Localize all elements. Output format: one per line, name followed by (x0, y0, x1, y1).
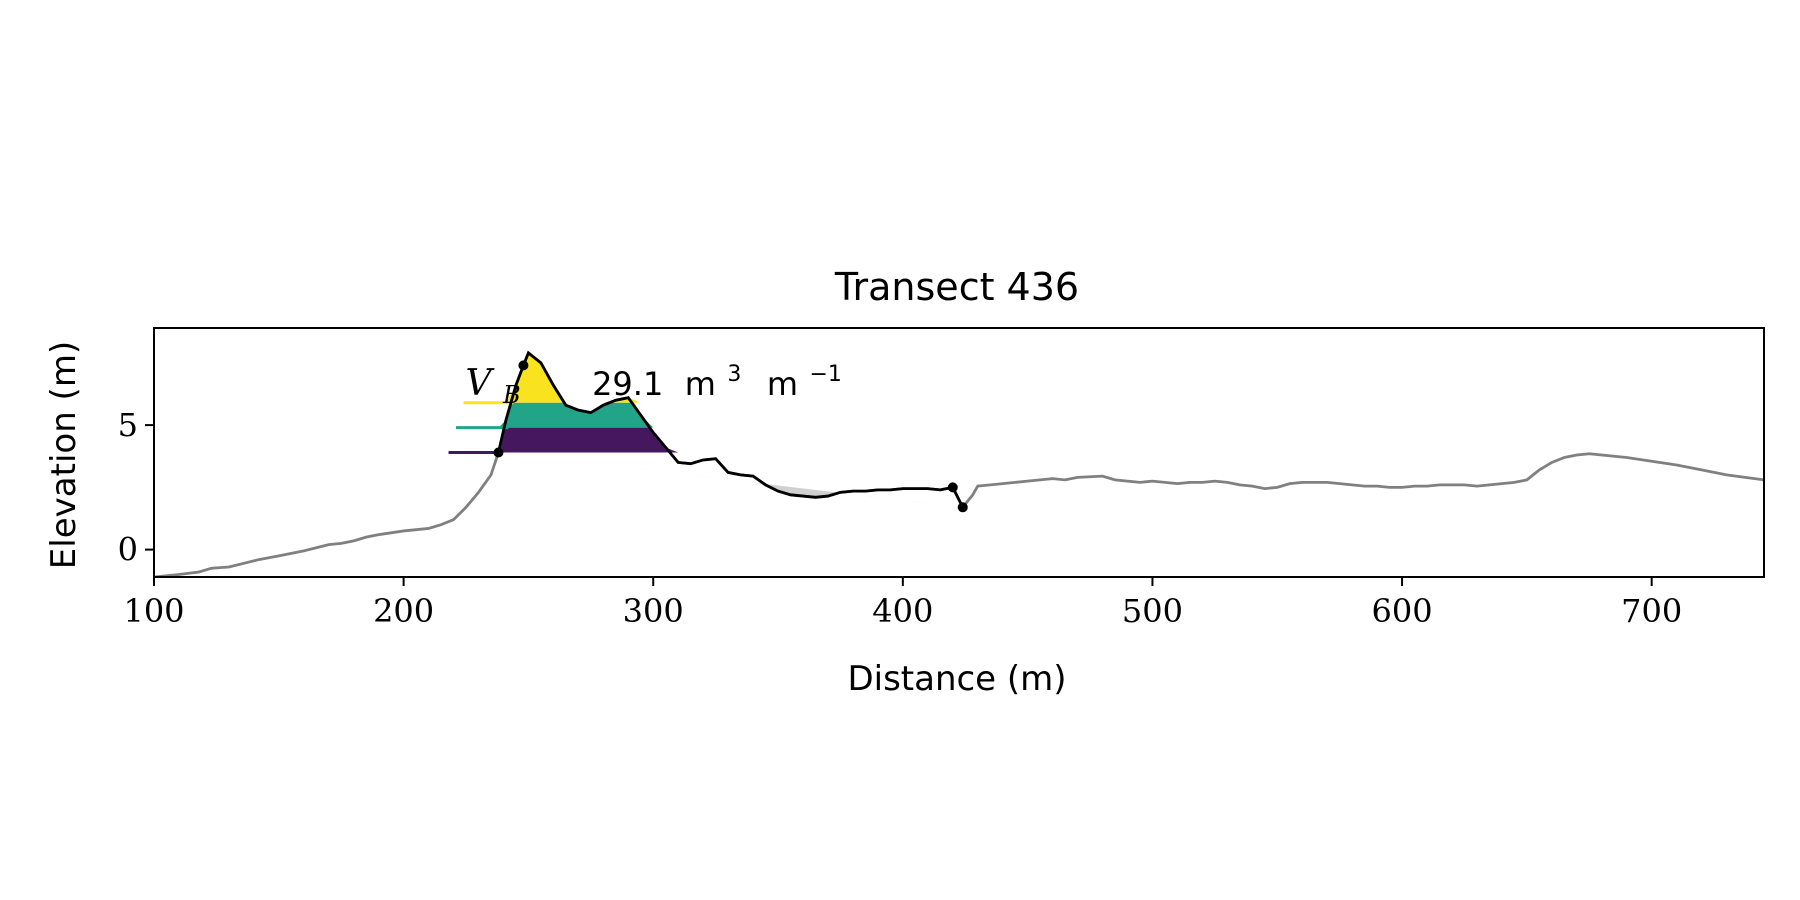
volume-band-1 (498, 427, 679, 453)
key-point-1 (493, 447, 504, 458)
annotation-unit2: m (767, 365, 798, 403)
annotation-unit2-exp: −1 (809, 362, 841, 387)
y-tick-label-0: 0 (118, 531, 138, 569)
volume-band-2 (498, 402, 679, 428)
plot-frame (153, 327, 1765, 578)
y-axis-label: Elevation (m) (44, 341, 84, 569)
x-tick-label-700: 700 (1621, 592, 1682, 630)
x-axis-ticks: 100 200 300 400 500 600 700 (123, 577, 1682, 630)
key-point-3 (947, 482, 958, 493)
annotation-unit: m (685, 365, 716, 403)
profile-line (154, 350, 1764, 577)
volume-bands-layer (448, 352, 679, 454)
y-axis-ticks: 05 (118, 406, 154, 569)
x-tick-label-200: 200 (373, 592, 434, 630)
x-tick-label-500: 500 (1122, 592, 1183, 630)
baseline-fill-layer (498, 452, 963, 508)
volume-band-3 (505, 352, 641, 403)
x-tick-label-600: 600 (1372, 592, 1433, 630)
annotation-unit-exp: 3 (727, 362, 741, 387)
x-tick-label-100: 100 (123, 592, 184, 630)
x-tick-label-300: 300 (623, 592, 684, 630)
dune-segment-layer (497, 350, 964, 508)
annotation-value: 29.1 (592, 365, 663, 403)
key-point-4 (957, 502, 968, 513)
profile-layer (154, 350, 1764, 577)
key-point-2 (518, 360, 529, 371)
dune-profile-line (497, 350, 964, 508)
key-points-layer (493, 360, 968, 513)
x-tick-label-400: 400 (872, 592, 933, 630)
y-tick-label-5: 5 (118, 406, 138, 444)
volume-annotation: V B 29.1 m 3 m −1 (466, 349, 842, 412)
baseline-area (498, 452, 963, 508)
annotation-layer: V B 29.1 m 3 m −1 (466, 349, 842, 412)
annotation-symbol: V (466, 363, 496, 404)
x-axis-label: Distance (m) (847, 659, 1066, 699)
annotation-subscript: B (502, 381, 521, 409)
chart-title: Transect 436 (834, 265, 1079, 309)
